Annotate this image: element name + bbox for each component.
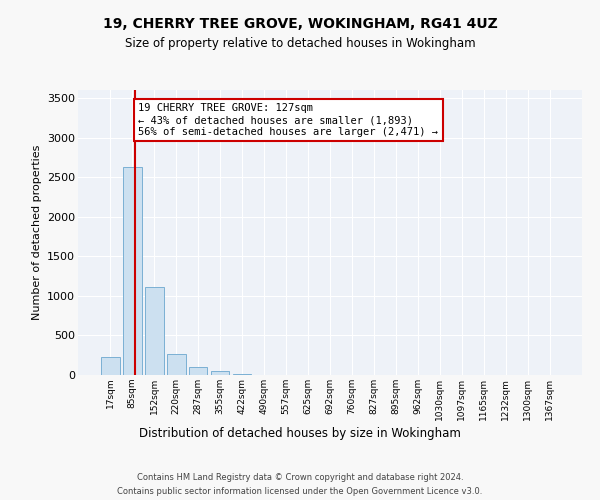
Bar (123, 167, 142, 375)
Text: Contains public sector information licensed under the Open Government Licence v3: Contains public sector information licen… (118, 488, 482, 496)
Text: 19, CHERRY TREE GROVE, WOKINGHAM, RG41 4UZ: 19, CHERRY TREE GROVE, WOKINGHAM, RG41 4… (103, 18, 497, 32)
Bar (167, 354, 185, 375)
Text: Size of property relative to detached houses in Wokingham: Size of property relative to detached ho… (125, 38, 475, 51)
Text: Distribution of detached houses by size in Wokingham: Distribution of detached houses by size … (139, 428, 461, 440)
Y-axis label: Number of detached properties: Number of detached properties (32, 145, 41, 320)
Bar (233, 374, 251, 375)
Text: 19 CHERRY TREE GROVE: 127sqm
← 43% of detached houses are smaller (1,893)
56% of: 19 CHERRY TREE GROVE: 127sqm ← 43% of de… (139, 104, 439, 136)
Bar (189, 368, 208, 375)
Bar (145, 287, 164, 375)
Text: Contains HM Land Registry data © Crown copyright and database right 2024.: Contains HM Land Registry data © Crown c… (137, 472, 463, 482)
Bar (211, 372, 229, 375)
Bar (101, 357, 119, 375)
